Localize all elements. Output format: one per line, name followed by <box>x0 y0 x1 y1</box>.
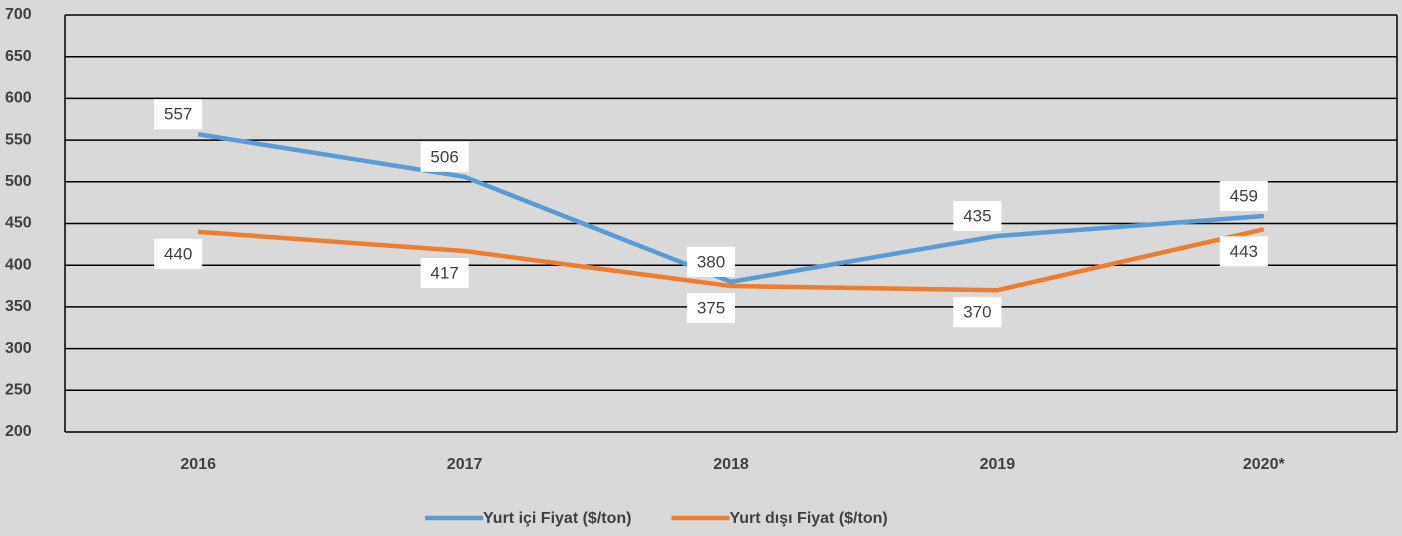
y-tick-label: 200 <box>5 423 32 440</box>
data-label: 380 <box>697 252 725 271</box>
x-tick-label: 2020* <box>1243 456 1286 473</box>
data-label-box <box>953 297 1002 328</box>
data-label: 375 <box>697 299 725 318</box>
y-tick-label: 550 <box>5 131 32 148</box>
y-tick-label: 400 <box>5 256 32 273</box>
data-label: 557 <box>164 105 192 124</box>
x-tick-label: 2018 <box>713 456 749 473</box>
data-label-box <box>154 99 203 130</box>
y-tick-label: 600 <box>5 90 32 107</box>
data-label-box <box>687 293 735 324</box>
data-label-box <box>953 201 1002 232</box>
y-tick-label: 300 <box>5 340 32 357</box>
y-tick-label: 650 <box>5 48 32 65</box>
data-label-box <box>420 258 469 289</box>
y-tick-label: 450 <box>5 215 32 232</box>
data-label: 370 <box>963 303 991 322</box>
x-tick-label: 2017 <box>447 456 483 473</box>
data-label: 417 <box>430 264 458 283</box>
series-line <box>198 227 1265 293</box>
data-label-box <box>1219 180 1268 211</box>
x-tick-label: 2019 <box>980 456 1016 473</box>
data-label: 435 <box>963 206 991 225</box>
data-label: 459 <box>1230 186 1258 205</box>
data-label-box <box>1219 236 1268 267</box>
x-tick-label: 2016 <box>180 456 216 473</box>
legend-label: Yurt içi Fiyat ($/ton) <box>483 510 631 527</box>
data-label: 440 <box>164 244 192 263</box>
data-label: 506 <box>430 147 458 166</box>
data-label: 443 <box>1230 242 1258 261</box>
legend-label: Yurt dışı Fiyat ($/ton) <box>729 510 887 527</box>
y-tick-label: 500 <box>5 173 32 190</box>
data-label-box <box>154 238 203 269</box>
series-line <box>197 132 1264 285</box>
y-tick-label: 250 <box>5 382 32 399</box>
y-tick-label: 350 <box>5 298 32 315</box>
y-tick-label: 700 <box>5 6 32 23</box>
data-label-box <box>420 141 469 172</box>
data-label-box <box>687 246 735 277</box>
